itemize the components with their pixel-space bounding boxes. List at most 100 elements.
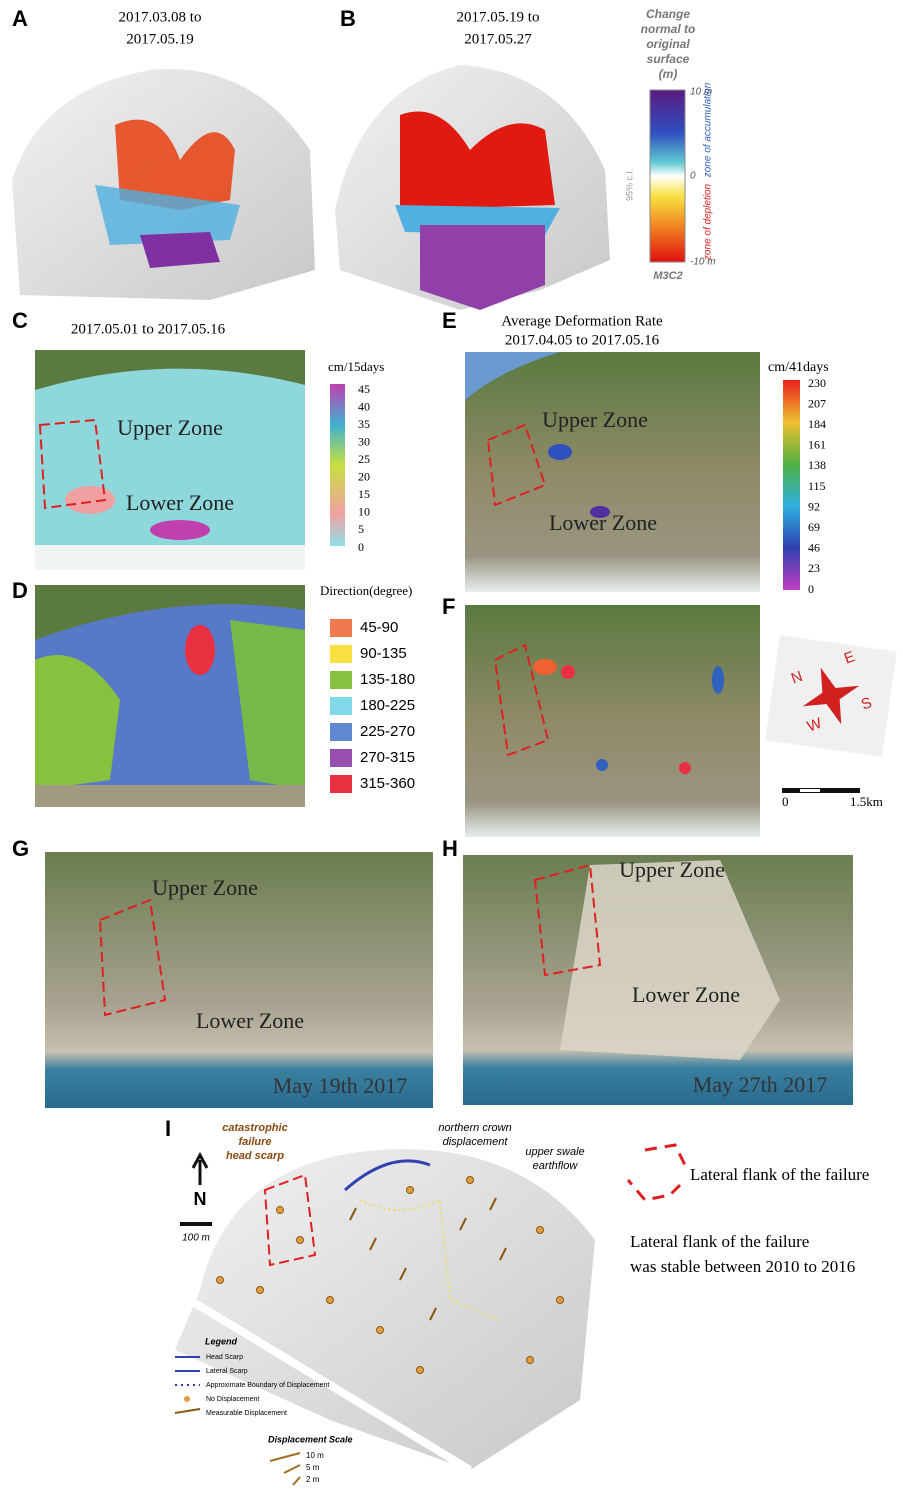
legend-swatch bbox=[330, 697, 352, 715]
caption: 2017.04.05 to 2017.05.16 bbox=[505, 332, 660, 348]
scale-tick: 25 bbox=[358, 452, 370, 466]
no-displacement-marker bbox=[277, 1207, 284, 1214]
legend-swatch bbox=[330, 619, 352, 637]
photo-date: May 27th 2017 bbox=[693, 1072, 827, 1097]
scale-tick: 92 bbox=[808, 499, 820, 513]
map-image bbox=[679, 762, 691, 774]
legend-label: 45-90 bbox=[360, 619, 398, 636]
legend-label: 270-315 bbox=[360, 749, 415, 766]
caption: 2017.03.08 to bbox=[119, 9, 202, 25]
legend-title: Direction(degree) bbox=[320, 583, 412, 598]
legend-label: 135-180 bbox=[360, 671, 415, 688]
scale-tick: 115 bbox=[808, 479, 826, 493]
no-displacement-marker bbox=[527, 1357, 534, 1364]
scale-tick: 40 bbox=[358, 399, 370, 413]
scale-title: surface bbox=[647, 52, 690, 66]
scale-tick: 30 bbox=[358, 434, 370, 448]
legend-label: Head Scarp bbox=[206, 1354, 243, 1361]
scale-tick: 15 bbox=[358, 487, 370, 501]
scale-unit: cm/41days bbox=[768, 360, 829, 375]
scale-title: Change bbox=[646, 7, 690, 21]
map-image bbox=[596, 759, 608, 771]
map-image bbox=[150, 520, 210, 540]
caption: 2017.05.01 to 2017.05.16 bbox=[71, 321, 226, 337]
flank-symbol bbox=[628, 1145, 685, 1200]
scale-symbol bbox=[270, 1453, 300, 1461]
legend-label: 90-135 bbox=[360, 645, 407, 662]
panel-label: C bbox=[12, 308, 28, 333]
legend-label: Approximate Boundary of Displacement bbox=[206, 1382, 329, 1389]
map-image bbox=[35, 785, 305, 807]
panel-e: E Average Deformation Rate 2017.04.05 to… bbox=[442, 308, 829, 596]
scale-label: 2 m bbox=[306, 1475, 320, 1484]
flank-label: Lateral flank of the failure bbox=[690, 1165, 869, 1184]
confidence-label: 95% c.l. bbox=[624, 169, 634, 201]
scale-tick: 20 bbox=[358, 470, 370, 484]
legend-label: Measurable Displacement bbox=[206, 1410, 287, 1417]
displacement-scale: 10 m 5 m 2 m bbox=[270, 1451, 324, 1485]
no-displacement-marker bbox=[257, 1287, 264, 1294]
panel-h: H Upper Zone Lower Zone May 27th 2017 bbox=[442, 836, 853, 1105]
zone-label: Upper Zone bbox=[542, 407, 648, 432]
photo-date: May 19th 2017 bbox=[273, 1073, 407, 1098]
scale-tick: 46 bbox=[808, 541, 820, 555]
scale-symbol bbox=[284, 1465, 300, 1473]
annotation: upper swale bbox=[525, 1146, 584, 1158]
zone-label: Lower Zone bbox=[196, 1008, 304, 1033]
panel-label: E bbox=[442, 308, 457, 333]
panel-d: D Direction(degree) 45-9090-135135-18018… bbox=[12, 578, 415, 807]
panel-i: I catastrophic failure head scarp northe… bbox=[165, 1116, 869, 1485]
accumulation-core bbox=[140, 232, 220, 268]
scale-tick: 10 bbox=[358, 505, 370, 519]
scale-unit: cm/15days bbox=[328, 359, 384, 374]
caption: Average Deformation Rate bbox=[501, 313, 663, 329]
scale-tick: 161 bbox=[808, 438, 826, 452]
map-image bbox=[35, 545, 305, 570]
scale-tick: 69 bbox=[808, 520, 820, 534]
scale-tick: 230 bbox=[808, 376, 826, 390]
note: was stable between 2010 to 2016 bbox=[630, 1257, 855, 1276]
caption: 2017.05.19 bbox=[126, 31, 194, 47]
scale-label: 10 m bbox=[306, 1451, 324, 1460]
map-image bbox=[712, 666, 724, 694]
annotation: northern crown bbox=[438, 1122, 511, 1134]
zone-label: Upper Zone bbox=[619, 857, 725, 882]
legend-swatch bbox=[330, 775, 352, 793]
legend-swatch bbox=[330, 645, 352, 663]
scale-label: 100 m bbox=[182, 1233, 210, 1244]
scale-tick: 35 bbox=[358, 417, 370, 431]
scale-tick: 0 bbox=[808, 582, 814, 596]
displacement-title: Displacement Scale bbox=[268, 1434, 353, 1444]
colorbar bbox=[650, 90, 685, 262]
method-label: M3C2 bbox=[653, 270, 682, 282]
panel-label: G bbox=[12, 836, 29, 861]
scale-bar bbox=[800, 789, 820, 792]
map-image bbox=[561, 665, 575, 679]
legend-swatch bbox=[330, 723, 352, 741]
no-displacement-marker bbox=[377, 1327, 384, 1334]
no-displacement-marker bbox=[297, 1237, 304, 1244]
figure: A 2017.03.08 to 2017.05.19 B 2017.05.19 … bbox=[0, 0, 903, 1496]
map-image bbox=[185, 625, 215, 675]
legend-label: Lateral Scarp bbox=[206, 1368, 248, 1375]
legend-symbol bbox=[175, 1409, 200, 1413]
no-displacement-marker bbox=[537, 1227, 544, 1234]
no-displacement-marker bbox=[327, 1297, 334, 1304]
map-image bbox=[548, 444, 572, 460]
map-image bbox=[465, 352, 760, 592]
scale-tick: 23 bbox=[808, 561, 820, 575]
no-displacement-marker bbox=[467, 1177, 474, 1184]
note: Lateral flank of the failure bbox=[630, 1232, 809, 1251]
scale-title: normal to bbox=[641, 22, 696, 36]
legend-symbol bbox=[184, 1396, 190, 1402]
scale-tick: 0 bbox=[358, 540, 364, 554]
scale-title: original bbox=[646, 37, 690, 51]
no-displacement-marker bbox=[217, 1277, 224, 1284]
scale-label: 5 m bbox=[306, 1463, 320, 1472]
legend-label: 315-360 bbox=[360, 775, 415, 792]
no-displacement-marker bbox=[407, 1187, 414, 1194]
panel-g: G Upper Zone Lower Zone May 19th 2017 bbox=[12, 836, 433, 1108]
panel-b: B 2017.05.19 to 2017.05.27 Change normal… bbox=[335, 6, 716, 310]
panel-label: I bbox=[165, 1116, 171, 1141]
